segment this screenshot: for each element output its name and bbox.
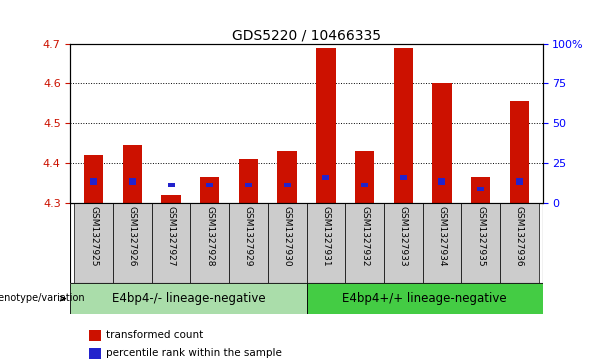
Bar bbox=[207, 183, 213, 187]
Bar bbox=[278, 151, 297, 203]
Bar bbox=[89, 330, 101, 341]
Bar bbox=[239, 159, 258, 203]
Bar bbox=[229, 203, 268, 283]
Bar bbox=[200, 177, 219, 203]
Bar bbox=[284, 183, 291, 187]
Bar bbox=[306, 203, 345, 283]
Bar bbox=[152, 203, 191, 283]
Bar bbox=[384, 203, 422, 283]
Bar bbox=[322, 175, 329, 180]
Title: GDS5220 / 10466335: GDS5220 / 10466335 bbox=[232, 28, 381, 42]
Text: GSM1327926: GSM1327926 bbox=[128, 206, 137, 266]
Bar bbox=[167, 183, 175, 187]
Bar bbox=[70, 283, 306, 314]
Bar bbox=[123, 145, 142, 203]
Bar bbox=[461, 203, 500, 283]
Text: E4bp4+/+ lineage-negative: E4bp4+/+ lineage-negative bbox=[342, 292, 507, 305]
Text: transformed count: transformed count bbox=[106, 330, 203, 340]
Bar bbox=[129, 178, 136, 184]
Text: percentile rank within the sample: percentile rank within the sample bbox=[106, 348, 282, 358]
Text: GSM1327928: GSM1327928 bbox=[205, 206, 215, 266]
Text: GSM1327934: GSM1327934 bbox=[438, 206, 446, 266]
Bar bbox=[400, 175, 406, 180]
Text: GSM1327925: GSM1327925 bbox=[89, 206, 98, 266]
Text: GSM1327936: GSM1327936 bbox=[515, 206, 524, 266]
Bar bbox=[516, 178, 523, 184]
Bar bbox=[113, 203, 152, 283]
Bar bbox=[191, 203, 229, 283]
Text: GSM1327927: GSM1327927 bbox=[167, 206, 175, 266]
Text: GSM1327932: GSM1327932 bbox=[360, 206, 369, 266]
Bar bbox=[509, 101, 529, 203]
Text: GSM1327935: GSM1327935 bbox=[476, 206, 485, 266]
Text: GSM1327929: GSM1327929 bbox=[244, 206, 253, 266]
Bar bbox=[422, 203, 461, 283]
Bar bbox=[84, 155, 104, 203]
Bar bbox=[355, 151, 374, 203]
Bar bbox=[89, 348, 101, 359]
Text: GSM1327933: GSM1327933 bbox=[398, 206, 408, 266]
Text: genotype/variation: genotype/variation bbox=[0, 293, 85, 303]
Bar bbox=[438, 178, 446, 184]
Bar bbox=[471, 177, 490, 203]
Bar bbox=[361, 183, 368, 187]
Bar bbox=[394, 48, 413, 203]
Bar bbox=[268, 203, 306, 283]
Bar bbox=[245, 183, 252, 187]
Bar bbox=[500, 203, 539, 283]
Bar bbox=[90, 178, 97, 184]
Bar bbox=[432, 83, 452, 203]
Bar bbox=[161, 195, 181, 203]
Text: GSM1327931: GSM1327931 bbox=[321, 206, 330, 266]
Bar bbox=[345, 203, 384, 283]
Text: E4bp4-/- lineage-negative: E4bp4-/- lineage-negative bbox=[112, 292, 265, 305]
Bar bbox=[306, 283, 543, 314]
Text: GSM1327930: GSM1327930 bbox=[283, 206, 292, 266]
Bar bbox=[74, 203, 113, 283]
Bar bbox=[477, 187, 484, 191]
Bar bbox=[316, 48, 335, 203]
